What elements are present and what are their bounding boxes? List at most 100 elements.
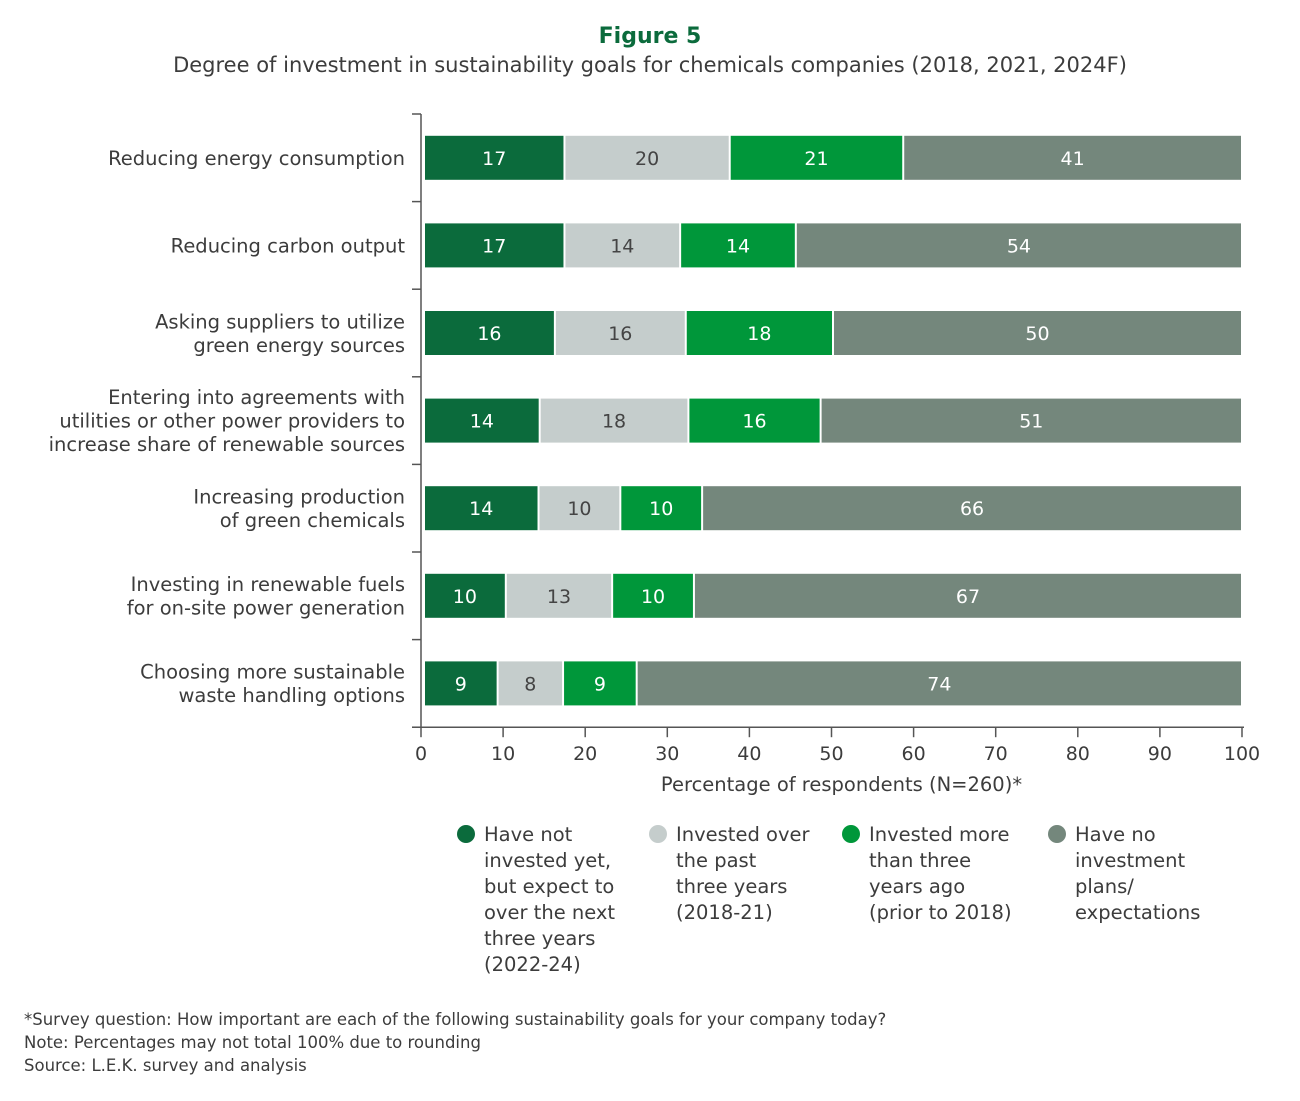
legend-label: Have no (1075, 823, 1156, 846)
x-tick-label: 90 (1148, 743, 1172, 765)
legend-marker (1048, 825, 1066, 843)
stacked-bar-chart: 0 10 20 30 40 50 60 70 80 90 100 Percentage of resp… (49, 113, 1260, 976)
legend-label: three years (676, 875, 787, 898)
data-label: 66 (960, 498, 984, 520)
bar-segment (834, 311, 1241, 355)
data-label: 18 (747, 323, 771, 345)
data-label: 16 (742, 411, 766, 433)
data-label: 8 (524, 673, 536, 695)
bar-segment (621, 486, 702, 531)
legend-label: years ago (869, 875, 965, 898)
data-label: 10 (567, 498, 591, 520)
bar-segment (613, 573, 693, 618)
legend-label: the past (676, 849, 757, 872)
legend-label: (prior to 2018) (869, 901, 1012, 924)
bar-segment (796, 223, 1241, 268)
x-tick-label: 30 (655, 743, 679, 765)
bar-segment (821, 398, 1241, 443)
data-label: 14 (470, 411, 494, 433)
bar-segment (565, 135, 729, 180)
data-label: 10 (649, 498, 673, 520)
category-label: Reducing energy consumption (108, 147, 405, 170)
x-tick-label: 80 (1066, 743, 1090, 765)
x-tick-label: 50 (819, 743, 843, 765)
bar-segment (425, 661, 497, 706)
legend-label: Invested more (869, 823, 1010, 846)
category-label: Investing in renewable fuels (131, 573, 405, 596)
data-label: 10 (641, 586, 665, 608)
category-label: Reducing carbon output (171, 234, 406, 257)
data-label: 50 (1025, 323, 1049, 345)
rounding-note: Note: Percentages may not total 100% due… (24, 1033, 481, 1052)
bar-segment (694, 573, 1241, 618)
x-tick-label: 100 (1224, 743, 1260, 765)
bar-segment (425, 486, 538, 531)
data-label: 13 (547, 586, 571, 608)
bar-segment (425, 135, 564, 180)
bar-segment (555, 311, 685, 355)
legend-label: expectations (1075, 901, 1200, 924)
bar-segment (540, 398, 688, 443)
bar-segment (703, 486, 1241, 531)
data-label: 54 (1007, 235, 1031, 257)
category-label: Entering into agreements with (108, 386, 405, 409)
data-label: 10 (453, 586, 477, 608)
data-label: 14 (610, 235, 634, 257)
legend-label: but expect to (484, 875, 614, 898)
data-label: 9 (594, 673, 606, 695)
footnotes: *Survey question: How important are each… (24, 1008, 886, 1077)
data-label: 18 (602, 411, 626, 433)
data-label: 14 (726, 235, 750, 257)
legend-label: over the next (484, 901, 615, 924)
x-tick-label: 0 (415, 743, 427, 765)
bar-segment (681, 223, 795, 268)
data-label: 17 (482, 235, 506, 257)
chart-subtitle: Degree of investment in sustainability g… (173, 53, 1127, 77)
bar-segment (730, 135, 903, 180)
category-label: Increasing production (193, 485, 405, 508)
source-note: Source: L.E.K. survey and analysis (24, 1056, 307, 1075)
legend-label: than three (869, 849, 971, 872)
data-label: 9 (455, 673, 467, 695)
bar-segment (506, 573, 612, 618)
category-label: Choosing more sustainable (140, 661, 405, 684)
survey-question-note: *Survey question: How important are each… (24, 1010, 887, 1029)
category-label: green energy sources (193, 334, 405, 357)
category-label: increase share of renewable sources (49, 433, 405, 456)
legend-marker (457, 825, 475, 843)
bar-segment (425, 398, 539, 443)
bar-segment (539, 486, 620, 531)
bar-segment (904, 135, 1241, 180)
bar-segment (686, 311, 832, 355)
x-tick-label: 70 (984, 743, 1008, 765)
legend-label: plans/ (1075, 875, 1134, 898)
legend-marker (842, 825, 860, 843)
x-tick-label: 60 (902, 743, 926, 765)
category-label: waste handling options (178, 684, 405, 707)
legend-label: Invested over (676, 823, 810, 846)
data-label: 67 (956, 586, 980, 608)
legend-label: (2022-24) (484, 953, 581, 976)
data-label: 20 (635, 148, 659, 170)
x-tick-label: 20 (573, 743, 597, 765)
chart-title: Figure 5 (598, 24, 702, 49)
data-label: 14 (469, 498, 493, 520)
data-label: 16 (608, 323, 632, 345)
category-label: for on-site power generation (127, 597, 405, 620)
data-label: 16 (477, 323, 501, 345)
bar-segment (425, 223, 564, 268)
bar-segment (425, 311, 554, 355)
category-label: utilities or other power providers to (59, 410, 405, 433)
bar-segment (425, 573, 505, 618)
data-label: 51 (1019, 411, 1043, 433)
bar-segment (637, 661, 1241, 706)
legend-label: three years (484, 927, 595, 950)
legend-label: (2018-21) (676, 901, 773, 924)
bar-segment (564, 661, 636, 706)
data-label: 41 (1061, 148, 1085, 170)
legend-label: invested yet, (484, 849, 611, 872)
legend-label: Have not (484, 823, 573, 846)
x-axis-label: Percentage of respondents (N=260)* (661, 773, 1022, 796)
legend-marker (649, 825, 667, 843)
bar-segment (689, 398, 820, 443)
